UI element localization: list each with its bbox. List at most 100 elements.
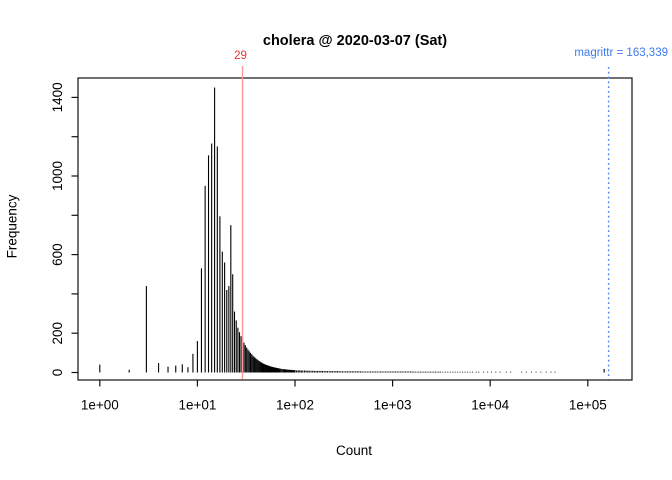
histogram-bar <box>268 365 270 373</box>
histogram-bar <box>330 371 332 373</box>
histogram-bar <box>257 360 259 373</box>
histogram-bar <box>483 371 485 373</box>
histogram-bar <box>391 371 393 373</box>
red-vline-label: 29 <box>234 50 247 62</box>
histogram-bar <box>416 371 418 373</box>
histogram-bar <box>238 332 241 373</box>
histogram-bar <box>365 371 367 373</box>
x-axis-title: Count <box>335 443 373 458</box>
histogram-bar <box>192 353 194 373</box>
histogram-bar <box>273 367 275 373</box>
histogram-bar <box>308 370 310 373</box>
histogram-bar <box>269 366 271 373</box>
histogram-bar <box>265 365 268 373</box>
histogram-bar <box>274 367 276 373</box>
histogram-bar <box>428 371 430 373</box>
histogram-bar <box>255 358 257 373</box>
histogram-bar <box>418 371 420 373</box>
histogram-bar <box>442 371 444 373</box>
histogram-bar <box>336 371 338 373</box>
histogram-bar <box>278 368 280 373</box>
histogram-bar <box>350 371 352 373</box>
histogram-bar <box>261 362 263 373</box>
histogram-bar <box>214 87 216 373</box>
histogram-bar <box>398 371 400 373</box>
y-tick-label: 600 <box>50 243 65 266</box>
chart-title: cholera @ 2020-03-07 (Sat) <box>262 33 448 49</box>
histogram-bar <box>247 349 249 373</box>
histogram-bar <box>431 371 433 373</box>
histogram-bar <box>259 361 261 373</box>
histogram-bar <box>181 364 183 373</box>
histogram-bar <box>252 355 254 373</box>
histogram-bar <box>452 371 454 373</box>
histogram-bar <box>278 368 280 373</box>
histogram-bar <box>495 371 497 373</box>
histogram-bar <box>530 371 533 373</box>
histogram-bar <box>128 369 130 373</box>
histogram-bar <box>478 371 480 373</box>
histogram-bar <box>429 371 431 373</box>
plot-box <box>77 77 633 381</box>
histogram-bar <box>211 143 213 373</box>
histogram-bar <box>283 369 286 373</box>
histogram-bar <box>293 370 295 373</box>
histogram-bar <box>433 371 435 373</box>
histogram-bars <box>99 87 605 373</box>
histogram-bar <box>262 363 264 373</box>
histogram-bar <box>287 369 289 373</box>
histogram-bar <box>216 146 218 373</box>
histogram-bar <box>196 341 198 373</box>
histogram-bar <box>290 369 293 373</box>
histogram-bar <box>312 370 314 373</box>
histogram-bar <box>266 365 268 373</box>
histogram-bar <box>258 361 260 373</box>
histogram-bar <box>310 370 312 373</box>
histogram-bar <box>395 371 397 373</box>
histogram-bar <box>246 347 248 373</box>
histogram-bar <box>200 268 202 373</box>
histogram-bar <box>187 367 189 373</box>
histogram-bar <box>459 371 461 373</box>
x-tick-label: 1e+01 <box>178 398 216 413</box>
histogram-bar <box>313 370 315 373</box>
histogram-bar <box>328 371 330 373</box>
histogram-bar <box>260 362 262 373</box>
histogram-bar <box>224 262 226 373</box>
histogram-bar <box>175 365 177 373</box>
histogram-bar <box>323 370 325 373</box>
histogram-bar <box>348 371 350 373</box>
histogram-bar <box>303 370 306 373</box>
histogram-bar <box>256 359 258 373</box>
histogram-bar <box>275 367 277 373</box>
histogram-bar <box>419 371 422 373</box>
histogram-bar <box>318 370 320 373</box>
histogram-bar <box>414 371 417 373</box>
histogram-bar <box>276 368 278 373</box>
histogram-bar <box>510 371 512 373</box>
histogram-bar <box>444 371 446 373</box>
histogram-bar <box>424 371 427 373</box>
histogram-bar <box>221 251 223 373</box>
histogram-bar <box>331 371 334 373</box>
annotation-lines <box>241 66 610 380</box>
histogram-bar <box>235 320 237 373</box>
histogram-bar <box>404 371 407 373</box>
histogram-bar <box>315 370 317 373</box>
histogram-bar <box>204 185 206 373</box>
histogram-bar <box>409 371 412 373</box>
histogram-bar <box>145 286 147 373</box>
histogram-bar <box>413 371 415 373</box>
x-tick-label: 1e+05 <box>569 398 607 413</box>
histogram-bar <box>237 327 239 373</box>
histogram-bar <box>406 371 408 373</box>
histogram-bar <box>251 354 253 373</box>
histogram-bar <box>232 274 234 373</box>
histogram-bar <box>396 371 398 373</box>
histogram-bar <box>226 289 228 373</box>
histogram-bar <box>438 371 440 373</box>
histogram-bar <box>276 367 278 373</box>
histogram-bar <box>368 371 370 373</box>
histogram-bar <box>289 369 291 373</box>
x-tick-label: 1e+00 <box>81 398 119 413</box>
